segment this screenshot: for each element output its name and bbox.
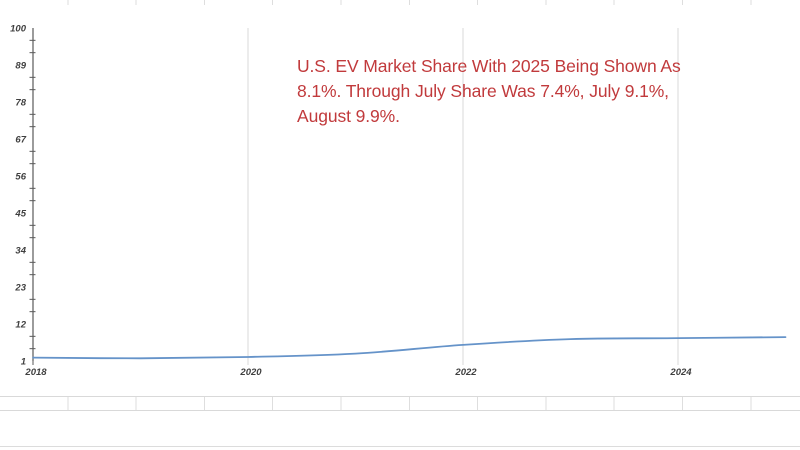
svg-text:67: 67 xyxy=(15,135,26,146)
svg-text:23: 23 xyxy=(14,283,26,294)
svg-text:78: 78 xyxy=(15,98,26,109)
spreadsheet-row-cells[interactable] xyxy=(0,396,800,411)
annotation-line-1: U.S. EV Market Share With 2025 Being Sho… xyxy=(297,56,681,76)
spreadsheet-row-boundary xyxy=(0,446,800,447)
line-chart-plot-area: 2018 2020 2022 2024 100 89 78 67 56 45 34 23 12 1 xyxy=(10,24,787,378)
svg-text:2024: 2024 xyxy=(669,367,692,378)
svg-text:89: 89 xyxy=(15,61,26,72)
svg-text:56: 56 xyxy=(15,172,26,183)
annotation-line-2: 8.1%. Through July Share Was 7.4%, July … xyxy=(297,81,669,101)
ev-market-share-chart-object[interactable]: 2018 2020 2022 2024 100 89 78 67 56 45 34 23 12 1 U.S… xyxy=(0,5,800,393)
svg-text:2022: 2022 xyxy=(454,367,477,378)
svg-text:100: 100 xyxy=(10,24,27,35)
chart-annotation-textbox: U.S. EV Market Share With 2025 Being Sho… xyxy=(297,54,697,129)
svg-text:45: 45 xyxy=(14,209,26,220)
annotation-line-3: August 9.9%. xyxy=(297,106,400,126)
svg-text:34: 34 xyxy=(15,246,26,257)
svg-text:2018: 2018 xyxy=(24,367,47,378)
svg-text:1: 1 xyxy=(21,357,26,368)
svg-text:2020: 2020 xyxy=(239,367,262,378)
svg-text:12: 12 xyxy=(15,320,26,331)
